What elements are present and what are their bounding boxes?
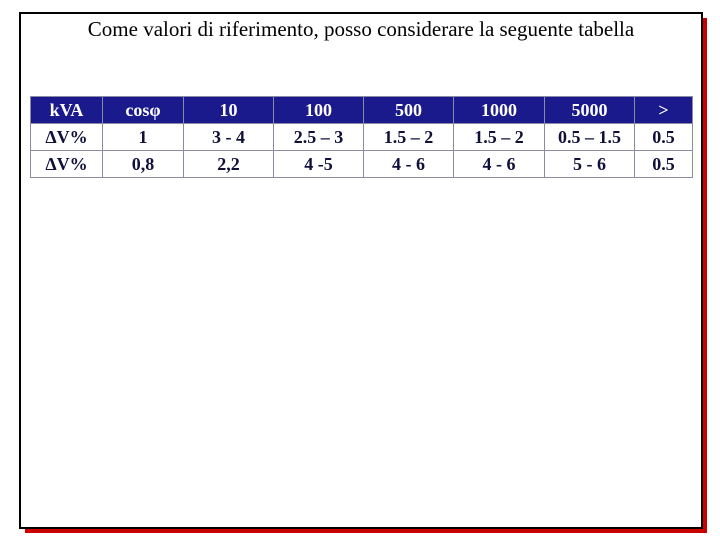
table-cell: 1 — [102, 123, 184, 151]
table-cell: 1.5 – 2 — [453, 123, 545, 151]
table-cell: 0,8 — [102, 150, 184, 178]
table-cell: ΔV% — [30, 150, 103, 178]
header-cell: > — [634, 96, 693, 124]
header-cell: 500 — [363, 96, 454, 124]
table-cell: 2,2 — [183, 150, 274, 178]
table-cell: 2.5 – 3 — [273, 123, 364, 151]
table-cell: 0.5 — [634, 123, 693, 151]
header-cell: cosφ — [102, 96, 184, 124]
header-cell: 100 — [273, 96, 364, 124]
slide-frame: Come valori di riferimento, posso consid… — [19, 12, 703, 529]
table-cell: ΔV% — [30, 123, 103, 151]
header-row: kVA cosφ 10 100 500 1000 5000 > — [30, 96, 693, 124]
table-cell: 4 - 6 — [363, 150, 454, 178]
table-cell: 0.5 — [634, 150, 693, 178]
table-cell: 1.5 – 2 — [363, 123, 454, 151]
slide-title: Come valori di riferimento, posso consid… — [87, 17, 635, 41]
reference-table: kVA cosφ 10 100 500 1000 5000 > ΔV% 1 3 - 4 2.5 – 3… — [30, 96, 693, 178]
header-cell: kVA — [30, 96, 103, 124]
table-cell: 3 - 4 — [183, 123, 274, 151]
table-cell: 4 - 6 — [453, 150, 545, 178]
header-cell: 1000 — [453, 96, 545, 124]
table-cell: 5 - 6 — [544, 150, 635, 178]
table-cell: 4 -5 — [273, 150, 364, 178]
header-cell: 10 — [183, 96, 274, 124]
table-row: ΔV% 1 3 - 4 2.5 – 3 1.5 – 2 1.5 – 2 0.5 – 1.5 0… — [30, 123, 693, 151]
header-cell: 5000 — [544, 96, 635, 124]
table-cell: 0.5 – 1.5 — [544, 123, 635, 151]
